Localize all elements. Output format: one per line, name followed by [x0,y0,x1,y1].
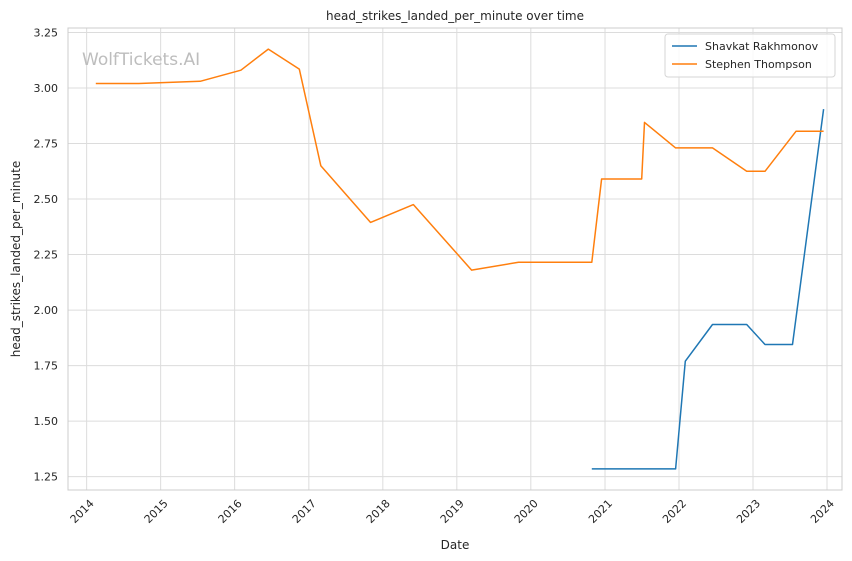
plot-background [68,28,842,490]
x-tick-label: 2017 [290,497,319,526]
x-tick-label: 2015 [142,497,171,526]
y-gridlines [68,31,842,478]
y-tick-label: 1.25 [34,471,59,484]
x-tick-label: 2021 [586,497,615,526]
y-axis-title: head_strikes_landed_per_minute [9,161,23,358]
plot-frame [67,27,843,491]
x-axis-title: Date [441,538,470,552]
legend: Shavkat Rakhmonov Stephen Thompson [664,33,836,78]
x-gridlines [86,28,828,490]
x-tick-label: 2018 [364,497,393,526]
series-line-shavkat-rakhmonov [591,109,825,470]
x-tick-label: 2019 [438,497,467,526]
legend-label-shavkat-rakhmonov: Shavkat Rakhmonov [705,40,819,53]
y-tick-label: 2.25 [34,249,59,262]
x-tick-labels: 2014 2015 2016 2017 2018 2019 2020 2021 2022 2023… [68,497,837,526]
y-tick-label: 3.25 [34,26,59,39]
y-tick-label: 2.50 [34,193,59,206]
y-tick-label: 1.75 [34,360,59,373]
legend-box [664,33,836,78]
x-tick-label: 2014 [68,497,97,526]
y-tick-label: 3.00 [34,82,59,95]
x-tick-label: 2024 [808,497,837,526]
chart-title: head_strikes_landed_per_minute over time [326,9,584,23]
legend-label-stephen-thompson: Stephen Thompson [705,58,812,71]
y-tick-label: 1.50 [34,415,59,428]
series-line-stephen-thompson [95,48,824,271]
y-tick-labels: 1.25 1.50 1.75 2.00 2.25 2.50 2.75 3.00 3.25 [34,26,59,483]
watermark-text: WolfTickets.AI [82,50,200,70]
x-tick-label: 2022 [660,497,689,526]
y-tick-label: 2.75 [34,138,59,151]
x-tick-label: 2020 [512,497,541,526]
x-tick-label: 2016 [216,497,245,526]
y-tick-label: 2.00 [34,304,59,317]
x-tick-label: 2023 [734,497,763,526]
series-lines [95,48,825,470]
